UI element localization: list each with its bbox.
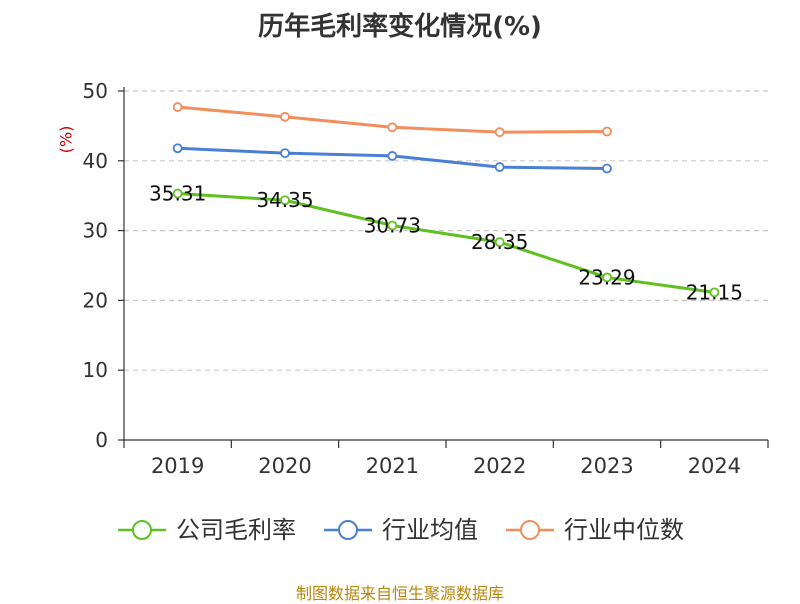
data-point	[280, 148, 290, 159]
data-point	[172, 102, 183, 112]
y-tick-label: 10	[83, 358, 108, 382]
x-tick-label: 2020	[258, 454, 311, 478]
data-label: 28.35	[471, 230, 528, 254]
data-point	[280, 195, 290, 206]
x-tick-label: 2021	[366, 454, 419, 478]
y-tick-label: 50	[83, 79, 108, 103]
legend-item-0[interactable]: 公司毛利率	[116, 518, 296, 542]
x-tick-label: 2023	[580, 454, 633, 478]
data-point	[172, 188, 183, 199]
legend-marker	[118, 520, 166, 540]
data-point	[280, 111, 290, 122]
data-label: 35.31	[149, 182, 206, 206]
legend-label: 行业均值	[382, 516, 478, 544]
data-point	[494, 237, 505, 248]
x-tick-label: 2024	[688, 454, 741, 478]
legend-marker	[506, 520, 554, 540]
legend: 公司毛利率 行业均值 行业中位数	[0, 518, 800, 542]
data-point	[387, 122, 398, 133]
data-point	[494, 127, 505, 138]
series-line-0	[177, 192, 715, 294]
data-point	[602, 126, 612, 137]
legend-label: 公司毛利率	[176, 516, 296, 544]
y-tick-label: 0	[95, 428, 108, 452]
legend-item-2[interactable]: 行业中位数	[504, 518, 684, 542]
legend-item-1[interactable]: 行业均值	[322, 518, 478, 542]
data-point	[602, 272, 612, 283]
data-point	[387, 151, 398, 161]
y-tick-label: 30	[83, 219, 108, 243]
x-tick-label: 2022	[473, 454, 526, 478]
data-point	[494, 162, 505, 172]
legend-label: 行业中位数	[564, 516, 684, 544]
data-label: 23.29	[578, 265, 635, 289]
data-label: 30.73	[364, 214, 421, 238]
data-point	[172, 143, 183, 154]
y-tick-label: 20	[83, 288, 108, 312]
data-point	[387, 220, 398, 231]
data-point	[602, 163, 612, 174]
y-tick-label: 40	[83, 149, 108, 173]
chart-title: 历年毛利率变化情况(%)	[258, 12, 542, 42]
data-point	[709, 287, 720, 298]
x-tick-label: 2019	[151, 454, 204, 478]
data-source-note: 制图数据来自恒生聚源数据库	[295, 584, 504, 603]
data-label: 34.35	[256, 188, 313, 212]
legend-marker	[324, 520, 372, 540]
data-label: 21.15	[686, 280, 743, 304]
